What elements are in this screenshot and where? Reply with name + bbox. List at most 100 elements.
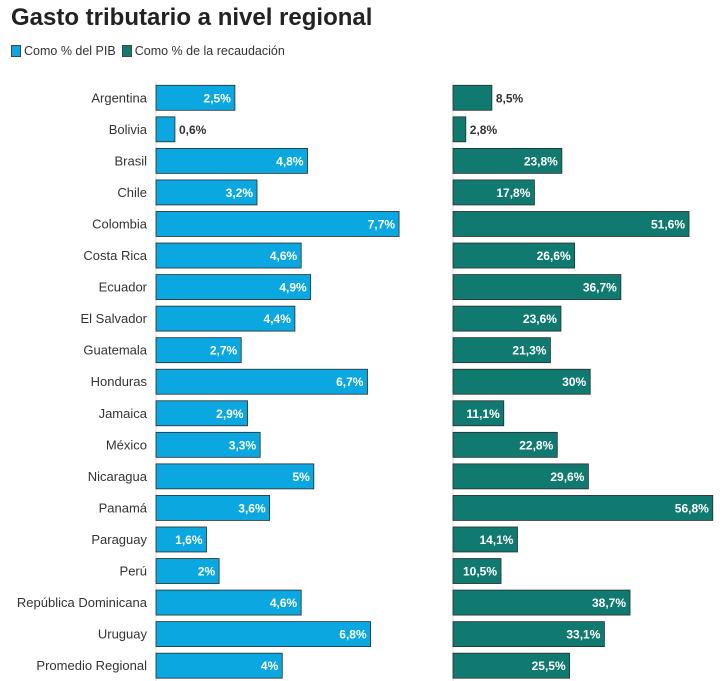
data-label-pib: 6,7% [336,375,364,389]
data-label-recaudacion: 38,7% [592,596,626,610]
data-label-recaudacion: 30% [562,375,586,389]
bar-pib [155,305,296,332]
bar-pib [155,242,302,269]
data-label-pib: 3,6% [238,501,266,515]
bar-recaudacion [452,621,605,648]
bar-pib [155,179,258,206]
data-label-pib: 3,2% [226,186,254,200]
legend-item-recaudacion: Como % de la recaudación [121,44,285,58]
data-label-recaudacion: 21,3% [512,344,546,358]
data-label-pib: 2,7% [210,344,238,358]
legend-item-pib: Como % del PIB [11,44,116,58]
bar-recaudacion [452,305,562,332]
bar-recaudacion [452,463,589,490]
bar-recaudacion [452,179,535,206]
bar-recaudacion [452,400,505,427]
category-label: Argentina [91,90,147,105]
bar-pib [155,116,176,143]
data-label-recaudacion: 23,6% [523,312,557,326]
category-label: Honduras [91,374,148,389]
bar-pib [155,431,261,458]
category-label: Costa Rica [83,248,147,263]
category-label: Ecuador [99,280,148,295]
data-label-pib: 2,9% [216,407,244,421]
bar-recaudacion [452,431,558,458]
legend-swatch-recaudacion [121,45,132,57]
legend: Como % del PIB Como % de la recaudación [11,44,291,58]
bar-pib [155,274,312,300]
data-label-recaudacion: 33,1% [566,628,600,642]
data-label-pib: 4,8% [276,154,304,168]
bar-recaudacion [452,652,571,679]
bar-pib [155,589,302,616]
bar-recaudacion [452,589,631,616]
category-label: Guatemala [83,343,147,358]
category-label: México [106,437,147,452]
data-label-recaudacion: 22,8% [519,438,553,452]
chart-title: Gasto tributario a nivel regional [11,4,373,31]
bar-pib [155,463,315,490]
category-label: Chile [117,185,147,200]
category-label: Uruguay [98,627,148,642]
data-label-recaudacion: 14,1% [479,533,513,547]
bar-recaudacion [452,558,502,584]
data-label-pib: 2,5% [204,91,232,105]
category-label: Brasil [114,153,147,168]
data-label-recaudacion: 29,6% [550,470,584,484]
data-label-pib: 0,6% [179,123,207,137]
bar-recaudacion [452,242,576,269]
category-label: Bolivia [109,122,148,137]
data-label-recaudacion: 25,5% [532,659,566,673]
legend-label-recaudacion: Como % de la recaudación [134,44,285,58]
legend-label-pib: Como % del PIB [24,44,116,58]
bar-recaudacion [452,495,714,521]
bar-recaudacion [452,526,518,553]
bar-pib [155,526,207,553]
bar-pib [155,400,248,427]
category-label: Jamaica [99,406,148,421]
data-label-recaudacion: 2,8% [470,123,498,137]
data-label-recaudacion: 11,1% [466,407,500,421]
bar-recaudacion [452,211,690,237]
data-label-pib: 7,7% [368,217,396,231]
category-label: Colombia [92,216,148,231]
bar-pib [155,495,271,521]
category-label: El Salvador [81,311,148,326]
data-label-pib: 4,4% [264,312,292,326]
data-label-recaudacion: 51,6% [651,217,685,231]
category-label: República Dominicana [17,595,148,610]
bar-recaudacion [452,116,467,143]
bar-recaudacion [452,147,563,174]
category-label: Promedio Regional [36,658,147,673]
data-label-pib: 4,6% [270,249,298,263]
bar-pib [155,84,236,111]
bar-recaudacion [452,274,622,300]
data-label-pib: 1,6% [175,533,203,547]
bar-recaudacion [452,368,591,395]
category-label: Panamá [99,500,148,515]
data-label-recaudacion: 23,8% [524,154,558,168]
data-label-recaudacion: 26,6% [537,249,571,263]
data-label-pib: 2% [198,565,216,579]
data-label-pib: 4,9% [279,281,307,295]
data-label-recaudacion: 17,8% [496,186,530,200]
data-label-recaudacion: 10,5% [463,565,497,579]
data-label-recaudacion: 36,7% [583,281,617,295]
data-label-pib: 3,3% [229,438,257,452]
data-label-recaudacion: 8,5% [496,91,524,105]
bar-pib [155,211,400,237]
data-label-recaudacion: 56,8% [675,501,709,515]
data-label-pib: 4% [261,659,279,673]
data-label-pib: 6,8% [339,628,367,642]
bar-pib [155,621,372,648]
bar-pib [155,368,368,395]
bar-pib [155,652,283,679]
data-label-pib: 4,6% [270,596,298,610]
bar-pib [155,147,308,174]
category-label: Paraguay [91,532,147,547]
bar-pib [155,337,242,364]
bar-recaudacion [452,337,551,364]
category-label: Nicaragua [88,469,148,484]
category-label: Perú [120,564,147,579]
